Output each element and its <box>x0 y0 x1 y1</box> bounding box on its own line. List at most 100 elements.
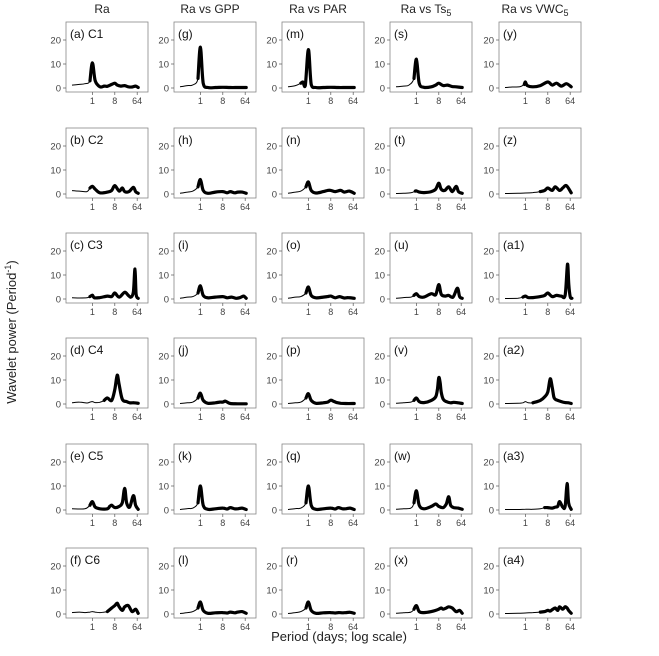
x-tick-label: 8 <box>220 518 225 528</box>
y-tick-label: 0 <box>489 295 494 306</box>
column-header-text: Ra vs GPP <box>180 2 239 16</box>
panel-label: (h) <box>178 133 193 147</box>
y-tick-label: 20 <box>374 352 385 363</box>
panel-label: (g) <box>178 27 193 41</box>
panel-label: (p) <box>286 343 301 357</box>
y-tick-label: 10 <box>483 271 494 282</box>
y-tick-label: 10 <box>374 376 385 387</box>
series-line <box>287 49 355 89</box>
x-tick-label: 64 <box>240 307 250 317</box>
x-tick-label: 64 <box>132 518 142 528</box>
y-tick-label: 20 <box>266 36 277 47</box>
significant-segment <box>531 377 573 406</box>
x-tick-label: 8 <box>545 412 550 422</box>
y-tick-label: 20 <box>266 352 277 363</box>
x-tick-label: 64 <box>348 622 358 632</box>
significant-segment <box>413 181 464 195</box>
panel-frame <box>65 21 149 93</box>
column-header-1: Ra vs GPP <box>180 2 239 16</box>
x-tick-label: 8 <box>220 202 225 212</box>
x-tick-label: 64 <box>132 307 142 317</box>
column-header-text: Ra vs Ts <box>401 2 447 16</box>
y-tick-label: 10 <box>50 60 61 71</box>
panel-frame <box>389 127 473 199</box>
y-tick-label: 0 <box>56 190 61 201</box>
panel-frame <box>173 127 257 199</box>
y-tick-label: 20 <box>374 458 385 469</box>
panel-frame <box>498 443 582 515</box>
y-tick-label: 0 <box>164 400 169 411</box>
significant-segment <box>412 489 464 511</box>
significant-segment <box>304 600 356 616</box>
x-tick-label: 64 <box>132 622 142 632</box>
x-tick-label: 64 <box>456 518 466 528</box>
panel-frame <box>281 21 365 93</box>
series-line <box>395 376 463 404</box>
y-tick-label: 10 <box>158 376 169 387</box>
y-tick-label: 10 <box>266 271 277 282</box>
significant-segment <box>522 80 573 89</box>
y-axis-label: Wavelet power (Period-1) <box>3 260 19 403</box>
y-tick-label: 20 <box>266 562 277 573</box>
y-tick-label: 10 <box>158 586 169 597</box>
y-tick-label: 0 <box>272 506 277 517</box>
y-tick-label: 20 <box>158 352 169 363</box>
x-tick-label: 8 <box>112 412 117 422</box>
x-tick-label: 64 <box>456 96 466 106</box>
panel-label: (b) C2 <box>70 133 104 147</box>
y-tick-label: 10 <box>483 166 494 177</box>
y-tick-label: 10 <box>50 586 61 597</box>
x-tick-label: 8 <box>328 622 333 632</box>
panel-frame <box>281 337 365 409</box>
significant-segment <box>304 285 356 300</box>
panel-frame <box>498 337 582 409</box>
x-tick-label: 1 <box>523 412 528 422</box>
panel-label: (j) <box>178 343 189 357</box>
panel-label: (k) <box>178 449 192 463</box>
significant-segment <box>412 375 464 406</box>
panel-frame <box>173 337 257 409</box>
x-tick-label: 1 <box>306 96 311 106</box>
x-tick-label: 1 <box>414 412 419 422</box>
y-tick-label: 20 <box>483 352 494 363</box>
panel-frame <box>173 21 257 93</box>
y-tick-label: 0 <box>56 295 61 306</box>
y-tick-label: 0 <box>272 295 277 306</box>
x-tick-label: 1 <box>198 307 203 317</box>
y-tick-label: 20 <box>266 142 277 153</box>
panel-q: 0 10 20 1 8 64 (q) <box>266 443 365 528</box>
significant-segment <box>88 184 140 195</box>
x-tick-label: 1 <box>90 412 95 422</box>
x-tick-label: 64 <box>565 518 575 528</box>
significant-segment <box>412 57 464 90</box>
y-tick-label: 20 <box>158 36 169 47</box>
x-tick-label: 8 <box>112 202 117 212</box>
x-tick-label: 64 <box>348 307 358 317</box>
panel-frame <box>389 547 473 619</box>
significant-segment <box>521 262 574 300</box>
y-tick-label: 0 <box>380 610 385 621</box>
x-tick-label: 1 <box>414 96 419 106</box>
x-tick-label: 64 <box>240 518 250 528</box>
y-axis-label-close: ) <box>4 260 19 264</box>
panel-label: (z) <box>503 133 517 147</box>
panel-frame <box>389 443 473 515</box>
x-tick-label: 1 <box>523 518 528 528</box>
y-tick-label: 10 <box>374 166 385 177</box>
panel-g: 0 10 20 1 8 64 (g) <box>158 21 257 106</box>
x-tick-label: 64 <box>132 96 142 106</box>
significant-segment <box>102 373 140 405</box>
x-tick-label: 1 <box>523 96 528 106</box>
panel-n: 0 10 20 1 8 64 (n) <box>266 127 365 212</box>
significant-segment <box>196 600 248 616</box>
x-tick-label: 8 <box>328 96 333 106</box>
x-tick-label: 1 <box>90 307 95 317</box>
x-tick-label: 8 <box>112 96 117 106</box>
x-tick-label: 64 <box>456 412 466 422</box>
x-tick-label: 1 <box>90 96 95 106</box>
y-tick-label: 0 <box>380 400 385 411</box>
y-tick-label: 20 <box>374 247 385 258</box>
panel-eC5: 0 10 20 1 8 64 (e) C5 <box>50 443 149 528</box>
panel-frame <box>173 443 257 515</box>
panel-m: 0 10 20 1 8 64 (m) <box>266 21 365 106</box>
